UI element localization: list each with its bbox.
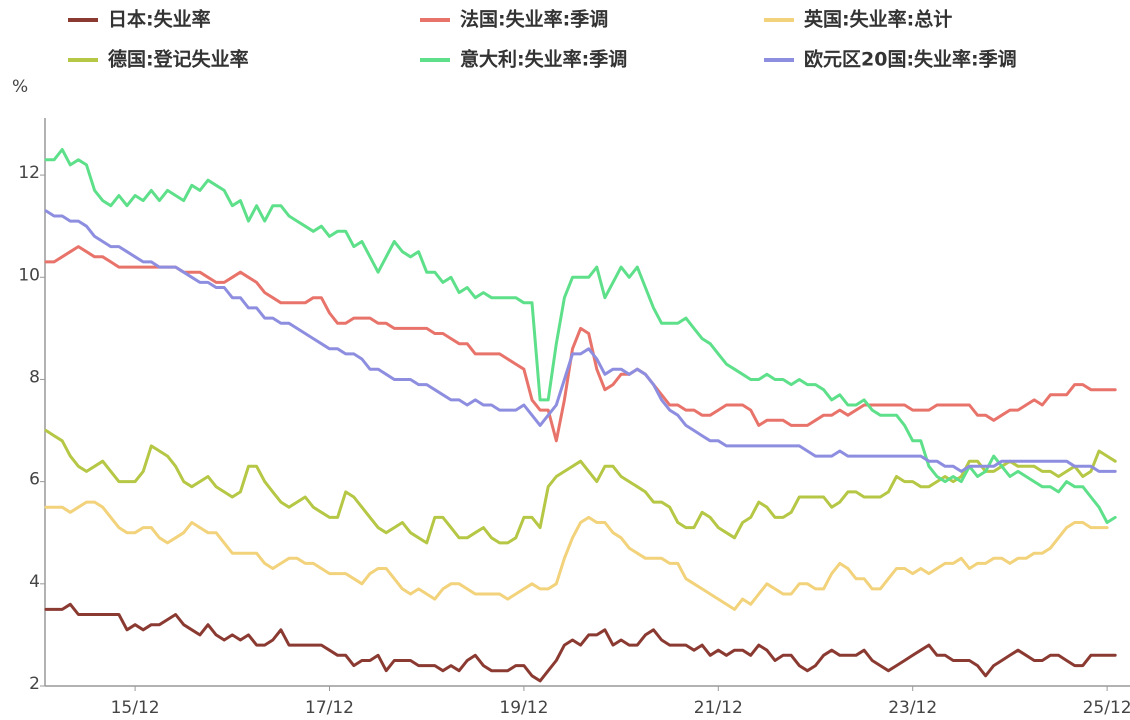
x-tick-label: 25/12 bbox=[1083, 698, 1130, 718]
y-tick-label: 10 bbox=[18, 265, 40, 285]
legend-label: 意大利:失业率:季调 bbox=[460, 48, 627, 71]
series-line bbox=[44, 148, 1117, 524]
series-line bbox=[44, 429, 1117, 545]
x-tick-label: 19/12 bbox=[499, 698, 548, 718]
y-tick-label: 12 bbox=[18, 163, 40, 183]
y-tick-label: 6 bbox=[29, 470, 40, 490]
series-line bbox=[44, 602, 1117, 683]
y-tick-label: 2 bbox=[29, 674, 40, 694]
y-tick-label: 8 bbox=[29, 367, 40, 387]
y-unit: % bbox=[12, 77, 28, 97]
x-tick-label: 15/12 bbox=[111, 698, 160, 718]
x-tick-label: 23/12 bbox=[888, 698, 937, 718]
legend-label: 德国:登记失业率 bbox=[108, 48, 249, 71]
legend-label: 法国:失业率:季调 bbox=[460, 8, 608, 31]
legend-label: 英国:失业率:总计 bbox=[804, 8, 952, 31]
legend-label: 欧元区20国:失业率:季调 bbox=[804, 48, 1017, 71]
x-tick-label: 21/12 bbox=[694, 698, 743, 718]
series-line bbox=[44, 245, 1117, 443]
legend-label: 日本:失业率 bbox=[108, 8, 211, 31]
y-tick-label: 4 bbox=[29, 572, 40, 592]
series-line bbox=[44, 500, 1109, 611]
series-line bbox=[44, 209, 1117, 473]
x-tick-label: 17/12 bbox=[305, 698, 354, 718]
